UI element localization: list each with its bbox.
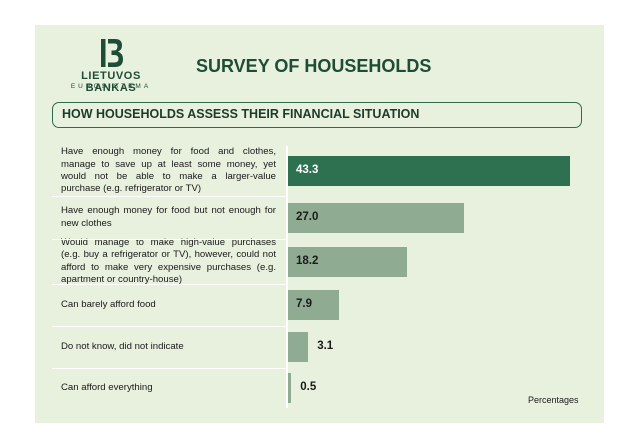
logo-subtitle: EUROSISTEMA <box>70 83 152 90</box>
category-label: Do not know, did not indicate <box>61 340 184 352</box>
data-label: 27.0 <box>296 210 319 223</box>
bar <box>288 373 292 403</box>
page-title: SURVEY OF HOUSEHOLDS <box>196 56 432 76</box>
category-axis <box>286 146 288 408</box>
row-separator <box>52 368 286 369</box>
data-label: 43.3 <box>296 164 319 176</box>
data-label: 0.5 <box>300 381 317 393</box>
data-label: 7.9 <box>296 298 312 310</box>
row-separator <box>52 326 286 327</box>
category-label: Can barely afford food <box>61 298 156 310</box>
category-label: Have enough money for food but not enoug… <box>61 205 276 229</box>
chart-title: HOW HOUSEHOLDS ASSESS THEIR FINANCIAL SI… <box>52 102 582 128</box>
row-separator <box>52 284 286 285</box>
bar <box>288 246 407 277</box>
logo-name: LIETUVOS BANKAS <box>81 70 141 94</box>
data-label: 3.1 <box>317 340 334 352</box>
data-label: 18.2 <box>296 254 319 267</box>
category-label: Have enough money for food and clothes, … <box>61 146 276 195</box>
category-label: Can afford everything <box>61 381 153 393</box>
unit-label: Percentages <box>528 395 579 405</box>
bar <box>288 332 309 362</box>
row-separator <box>52 239 286 240</box>
bank-logo-icon <box>101 39 123 67</box>
bar <box>288 290 340 320</box>
bar <box>288 156 570 186</box>
category-label: Would manage to make high-value purchase… <box>61 236 276 285</box>
bar <box>288 202 464 233</box>
row-separator <box>52 196 286 197</box>
